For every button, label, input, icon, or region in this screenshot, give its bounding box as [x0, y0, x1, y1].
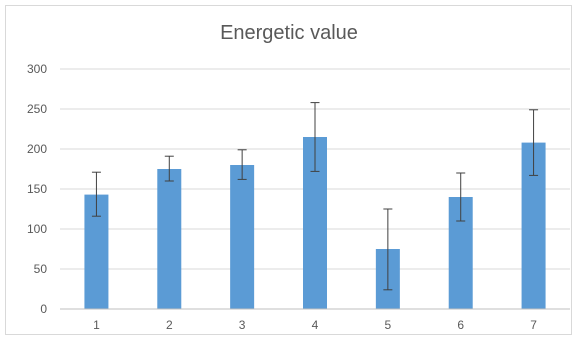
y-tick-label: 0	[40, 302, 47, 316]
error-bar-5	[383, 208, 393, 291]
y-tick-label: 150	[27, 182, 47, 196]
y-tick-label: 100	[27, 222, 47, 236]
x-tick-label: 7	[530, 318, 537, 332]
error-bar-6	[456, 172, 466, 222]
error-bars	[91, 102, 539, 291]
x-axis-tick-labels: 1 2 3 4 5 6 7	[93, 318, 537, 332]
chart-title: Energetic value	[220, 22, 358, 44]
x-tick-label: 3	[239, 318, 246, 332]
y-tick-label: 300	[27, 62, 47, 76]
y-tick-label: 50	[34, 262, 48, 276]
error-bar-1	[91, 171, 101, 217]
y-tick-label: 250	[27, 102, 47, 116]
bar-3	[230, 165, 255, 309]
bars	[84, 137, 546, 309]
error-bar-3	[237, 149, 247, 180]
y-axis-tick-labels: 0 50 100 150 200 250 300	[27, 62, 47, 316]
x-tick-label: 1	[93, 318, 100, 332]
bar-2	[157, 169, 182, 309]
y-tick-label: 200	[27, 142, 47, 156]
x-tick-label: 2	[166, 318, 173, 332]
x-tick-label: 5	[385, 318, 392, 332]
error-bar-7	[529, 109, 539, 176]
error-bar-4	[310, 102, 320, 172]
x-tick-label: 4	[312, 318, 319, 332]
x-tick-label: 6	[457, 318, 464, 332]
error-bar-2	[164, 155, 174, 182]
